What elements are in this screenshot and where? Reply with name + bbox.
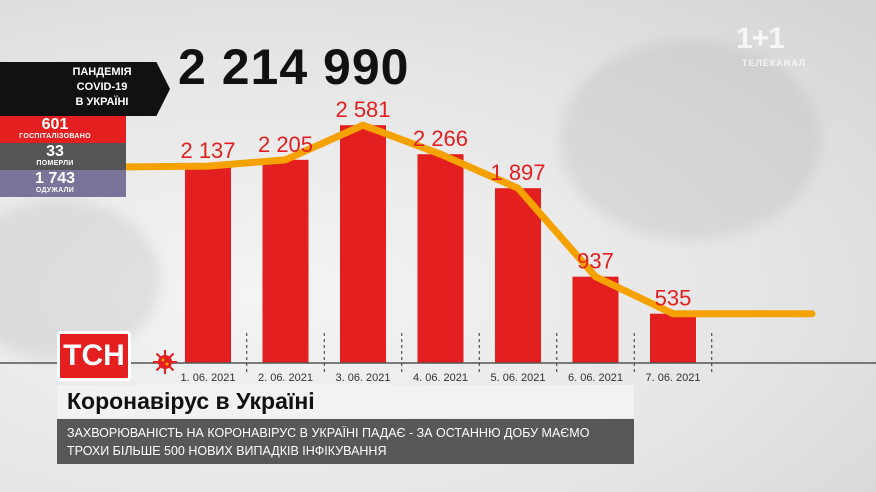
x-tick-label: 2. 06. 2021 (258, 372, 313, 384)
bar (495, 188, 541, 363)
x-tick-label: 3. 06. 2021 (335, 372, 390, 384)
bar-value-label: 2 581 (335, 97, 390, 122)
stat-label: ОДУЖАЛИ (35, 187, 75, 194)
background-blob (560, 40, 820, 240)
total-cases: 2 214 990 (178, 39, 410, 95)
bar (185, 166, 231, 363)
bar-value-label: 937 (577, 249, 614, 274)
tsn-logo: ТСН (57, 331, 131, 381)
stat-label: ПОМЕРЛИ (36, 160, 74, 167)
x-tick-label: 4. 06. 2021 (413, 372, 468, 384)
bar-value-label: 2 137 (180, 138, 235, 163)
ticker-text: ЗАХВОРЮВАНІСТЬ НА КОРОНАВІРУС В УКРАЇНІ … (67, 426, 590, 458)
stat-deaths: 33 ПОМЕРЛИ (0, 143, 126, 170)
bar-value-label: 535 (655, 286, 692, 311)
x-tick-label: 6. 06. 2021 (568, 372, 623, 384)
bar-value-label: 2 266 (413, 126, 468, 151)
stat-recovered: 1 743 ОДУЖАЛИ (0, 170, 126, 197)
stat-value: 601 (41, 116, 69, 133)
stat-label: ГОСПІТАЛІЗОВАНО (19, 133, 91, 140)
stats-title-line: COVID-19 (76, 81, 128, 93)
bar (572, 276, 619, 363)
x-tick-label: 1. 06. 2021 (180, 372, 235, 384)
stats-title-panel: ПАНДЕМІЯ COVID-19 В УКРАЇНІ (0, 62, 170, 116)
stat-value: 1 743 (34, 170, 76, 187)
bar (650, 313, 696, 363)
channel-logo: 1+1 (736, 22, 785, 55)
bar-value-label: 2 205 (258, 132, 313, 157)
bar (340, 125, 386, 363)
stats-title-line: ПАНДЕМІЯ (72, 66, 132, 78)
channel-logo-sub: ТЕЛЕКАНАЛ (742, 58, 807, 68)
virus-icon (153, 350, 177, 374)
ticker-bar: ЗАХВОРЮВАНІСТЬ НА КОРОНАВІРУС В УКРАЇНІ … (57, 419, 634, 464)
stat-hospitalized: 601 ГОСПІТАЛІЗОВАНО (0, 116, 126, 143)
stat-value: 33 (46, 143, 64, 160)
bar (417, 154, 464, 363)
x-tick-label: 7. 06. 2021 (645, 372, 700, 384)
headline-text: Коронавірус в Україні (67, 388, 315, 414)
stats-title-line: В УКРАЇНІ (75, 96, 129, 108)
x-tick-label: 5. 06. 2021 (490, 372, 545, 384)
trend-line (0, 121, 816, 318)
bar (262, 159, 309, 363)
bar-value-label: 1 897 (490, 160, 545, 185)
headline-bar: Коронавірус в Україні (57, 385, 634, 418)
